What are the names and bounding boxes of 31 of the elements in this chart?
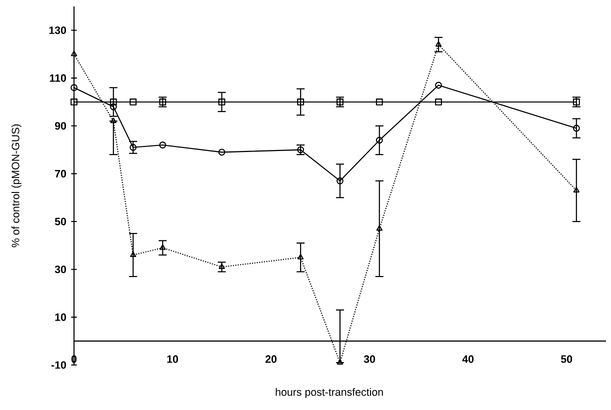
y-axis-title: % of control (pMON-GUS) (11, 124, 22, 248)
y-tick-label: 110 (50, 74, 66, 82)
y-tick-label: 30 (54, 266, 66, 274)
x-tick-label: 20 (265, 355, 277, 363)
point (70, 98, 78, 106)
point (297, 98, 304, 106)
x-tick-label: 10 (167, 355, 178, 363)
point (376, 98, 383, 106)
point (435, 82, 442, 89)
point (218, 98, 226, 106)
y-tick-label: 130 (49, 26, 66, 34)
point (435, 98, 442, 106)
y-tick-label: 90 (54, 122, 66, 130)
point (70, 50, 78, 56)
x-tick-label: 50 (560, 355, 572, 363)
point (110, 98, 117, 106)
point (159, 98, 166, 106)
point (110, 103, 117, 110)
y-tick-label: 50 (54, 218, 66, 226)
x-tick-label: 30 (364, 355, 376, 363)
y-tick-label: -10 (51, 361, 66, 369)
point (130, 144, 137, 151)
y-tick-label: 70 (55, 170, 66, 178)
point (159, 142, 166, 148)
point (130, 98, 137, 106)
point (218, 263, 225, 269)
point (297, 146, 304, 154)
x-tick-label: 40 (462, 355, 474, 363)
x-axis-title: hours post-transfection (276, 388, 383, 398)
y-tick-label: 10 (55, 313, 66, 321)
point (218, 148, 226, 156)
